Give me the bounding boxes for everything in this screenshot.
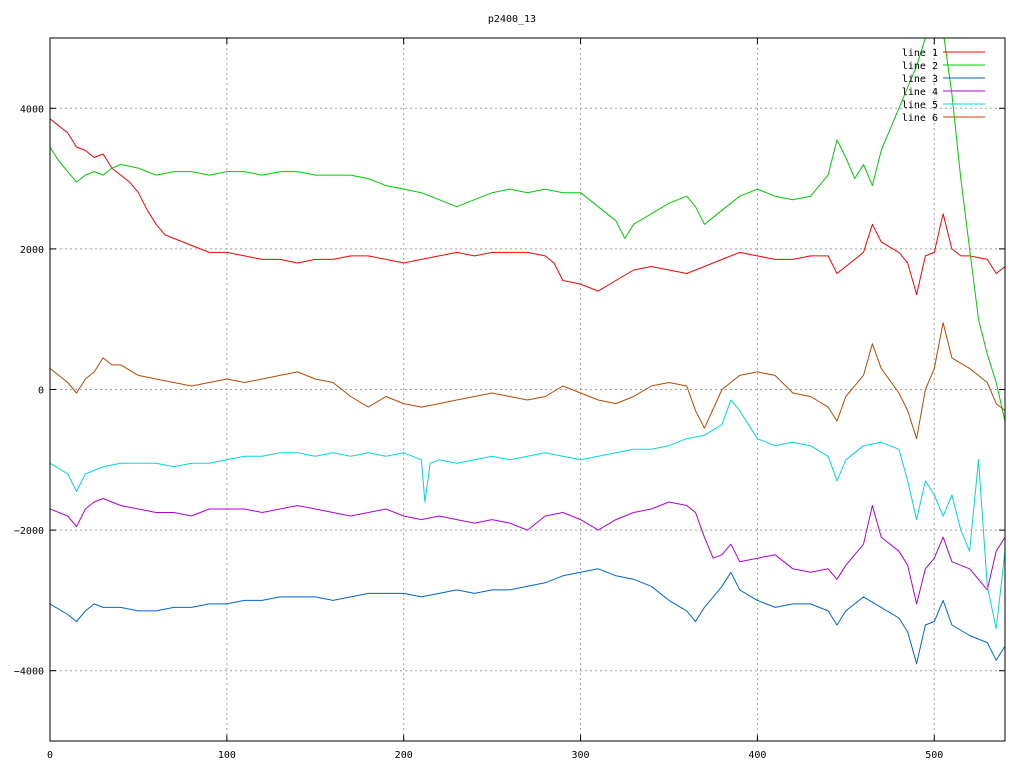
series-line-5 <box>50 399 1005 629</box>
y-tick-label: 2000 <box>20 245 44 256</box>
x-tick-label: 400 <box>748 750 766 761</box>
x-tick-label: 0 <box>47 750 53 761</box>
series-line-4 <box>50 498 1005 605</box>
chart-title: p2400_13 <box>488 14 536 25</box>
series-line-3 <box>50 568 1005 665</box>
x-tick-label: 300 <box>572 750 590 761</box>
y-tick-label: −2000 <box>14 526 44 537</box>
legend-label: line 6 <box>902 113 938 124</box>
series-line-6 <box>50 322 1005 440</box>
legend: line 1 line 2 line 3 line 4 line 5 line 6 <box>902 48 985 124</box>
x-tick-label: 100 <box>218 750 236 761</box>
series-lines <box>50 38 1005 665</box>
legend-label: line 1 <box>902 48 938 59</box>
series-line-2 <box>50 38 1005 422</box>
series-line-1 <box>50 118 1005 296</box>
legend-label: line 2 <box>902 61 938 72</box>
grid-lines <box>50 38 1005 741</box>
legend-label: line 3 <box>902 74 938 85</box>
legend-label: line 4 <box>902 87 938 98</box>
y-tick-label: 0 <box>38 386 44 397</box>
y-tick-label: −4000 <box>14 667 44 678</box>
x-tick-label: 500 <box>925 750 943 761</box>
legend-label: line 5 <box>902 100 938 111</box>
x-tick-label: 200 <box>395 750 413 761</box>
axis-ticks: 0 100 200 300 400 500 −4000 −2000 0 2000 4000 <box>14 38 1005 761</box>
y-tick-label: 4000 <box>20 104 44 115</box>
